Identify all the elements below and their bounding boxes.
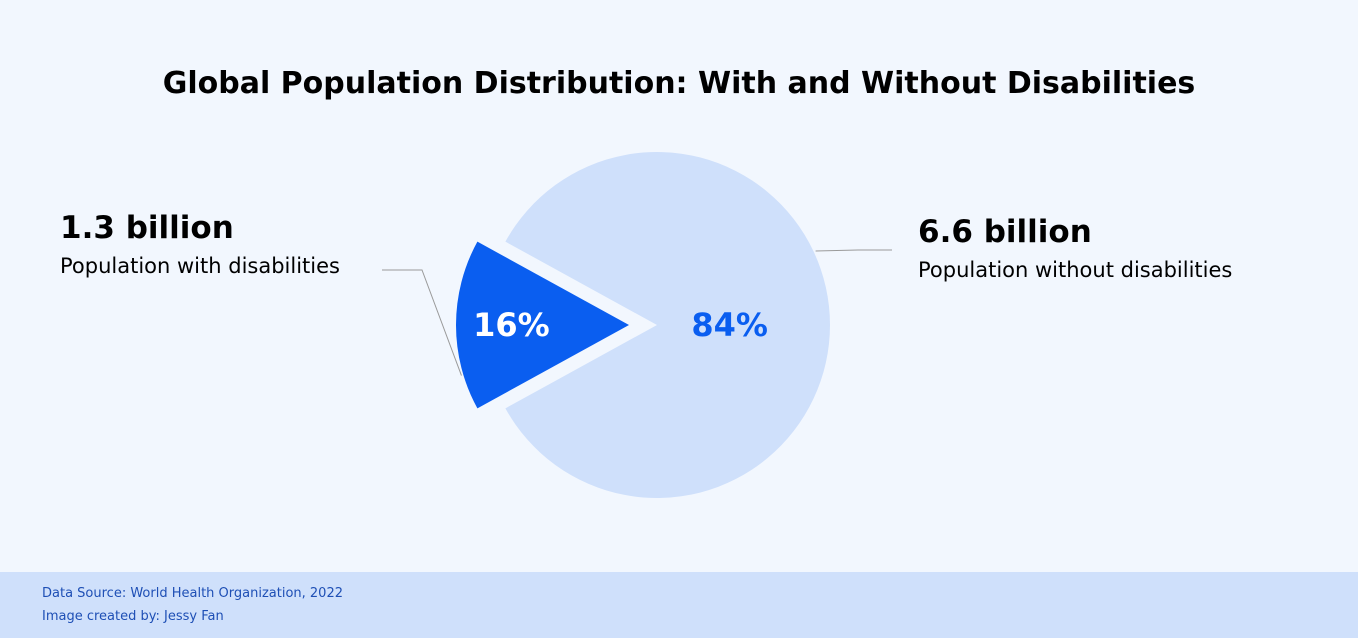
chart-title: Global Population Distribution: With and… bbox=[163, 66, 1196, 101]
data-source-text: Data Source: World Health Organization, … bbox=[42, 586, 343, 601]
pie-chart: Global Population Distribution: With and… bbox=[60, 66, 1232, 499]
pie-slice-with-disabilities bbox=[456, 241, 629, 409]
image-credit-text: Image created by: Jessy Fan bbox=[42, 609, 224, 624]
annotation-label-without-disabilities: Population without disabilities bbox=[918, 258, 1232, 282]
leader-line-without-disabilities bbox=[815, 249, 892, 252]
annotation-label-with-disabilities: Population with disabilities bbox=[60, 254, 340, 278]
annotation-amount-with-disabilities: 1.3 billion bbox=[60, 210, 234, 246]
leader-line-with-disabilities bbox=[382, 269, 462, 376]
slice-percent-label-with-disabilities: 16% bbox=[473, 306, 550, 344]
slice-percent-label-without-disabilities: 84% bbox=[691, 306, 768, 344]
annotation-amount-without-disabilities: 6.6 billion bbox=[918, 214, 1092, 250]
pie-slice-without-disabilities bbox=[505, 151, 830, 499]
footer-bar: Data Source: World Health Organization, … bbox=[0, 572, 1358, 638]
